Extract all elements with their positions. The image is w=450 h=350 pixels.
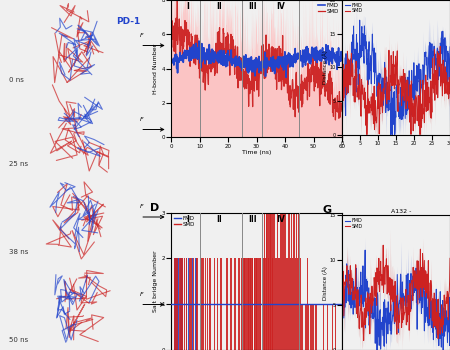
Text: 38 ns: 38 ns xyxy=(9,249,28,255)
Text: PD-1: PD-1 xyxy=(116,18,140,27)
Text: III: III xyxy=(248,2,256,10)
Text: I: I xyxy=(187,2,189,10)
Text: 50 ns: 50 ns xyxy=(9,336,28,343)
Text: II: II xyxy=(216,215,222,224)
Text: F: F xyxy=(140,292,144,297)
Legend: FMD, SMD: FMD, SMD xyxy=(174,216,196,227)
Legend: FMD, SMD: FMD, SMD xyxy=(344,218,363,229)
Y-axis label: Distance (Å): Distance (Å) xyxy=(323,266,328,300)
Text: F: F xyxy=(140,204,144,209)
Text: IV: IV xyxy=(276,2,285,10)
Text: II: II xyxy=(216,2,222,10)
Text: F: F xyxy=(140,117,144,122)
Text: F: F xyxy=(140,33,144,38)
Text: I: I xyxy=(187,215,189,224)
Text: III: III xyxy=(248,215,256,224)
Y-axis label: Salt bridge Number: Salt bridge Number xyxy=(153,251,158,312)
Text: G: G xyxy=(323,205,332,215)
Text: D: D xyxy=(150,203,160,213)
Text: IV: IV xyxy=(276,215,285,224)
Y-axis label: Distance (Å): Distance (Å) xyxy=(323,50,328,84)
Legend: FMD, SMD: FMD, SMD xyxy=(344,2,363,14)
Y-axis label: H-bond Number: H-bond Number xyxy=(153,43,158,94)
Legend: FMD, SMD: FMD, SMD xyxy=(317,3,339,14)
X-axis label: Time (ns): Time (ns) xyxy=(242,150,271,155)
Text: A132 -: A132 - xyxy=(391,209,411,214)
Text: 25 ns: 25 ns xyxy=(9,161,28,168)
Text: 0 ns: 0 ns xyxy=(9,77,23,84)
